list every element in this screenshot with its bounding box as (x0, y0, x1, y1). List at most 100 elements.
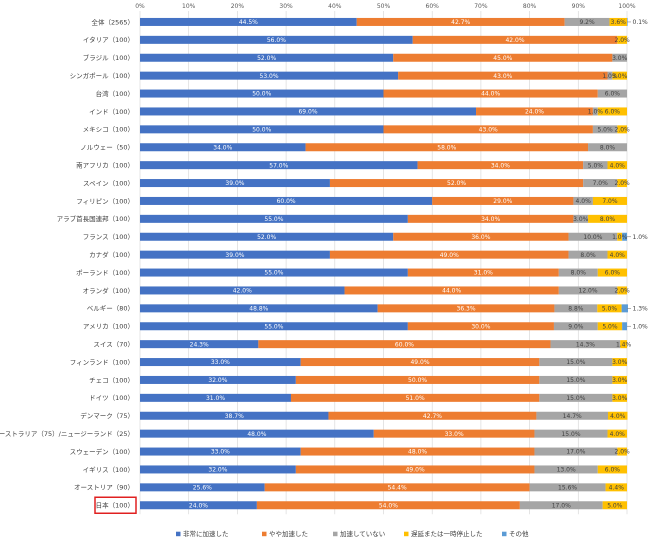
legend-swatch (176, 531, 181, 537)
data-label: 38.7% (225, 413, 244, 420)
data-label: 15.0% (566, 377, 585, 384)
data-label: 25.6% (193, 484, 212, 491)
bar-segment (583, 179, 618, 188)
data-label: 3.0% (612, 377, 628, 384)
data-labels: 44.5% 42.7% 9.2% 3.6% 56.0% 42.0% 2.0% 52.0% 45.… (189, 19, 632, 509)
bar-segment (140, 375, 296, 384)
category-label: ベルギー（80） (87, 305, 134, 313)
data-label: 34.0% (481, 216, 500, 223)
bar-segment (564, 17, 610, 26)
bar-segment (588, 214, 627, 223)
data-label: 8.0% (600, 144, 616, 151)
data-label: 32.0% (208, 467, 227, 474)
data-label: 43.0% (479, 126, 498, 133)
bar-segment (140, 501, 257, 510)
x-tick-label: 10% (182, 3, 196, 10)
bar-segment (568, 250, 608, 259)
bar-segment (140, 214, 408, 223)
category-label: カナダ（100） (89, 250, 134, 259)
bar-segment (305, 143, 589, 152)
bar-segment (329, 250, 569, 259)
bar-segment (140, 107, 477, 116)
bar-segment (383, 125, 593, 134)
bar-segment (609, 17, 627, 26)
legend-swatch (333, 531, 338, 537)
x-tick-label: 90% (572, 3, 586, 10)
category-label: オーストリア（90） (74, 484, 134, 492)
category-label: インド（100） (89, 108, 134, 116)
category-label: ドイツ（100） (89, 394, 134, 402)
bar-segment (344, 286, 559, 295)
data-label: 0.1% (633, 19, 649, 26)
data-label: 53.0% (260, 73, 279, 80)
bar-segment (534, 465, 598, 474)
bar-segment (550, 340, 621, 349)
data-label: 15.0% (566, 395, 585, 402)
data-label: 58.0% (437, 144, 456, 151)
data-label: 8.0% (600, 216, 616, 223)
data-label: 36.3% (457, 305, 476, 312)
category-label: イタリア（100） (83, 35, 134, 44)
bar-segment (264, 483, 530, 492)
bar-segment (140, 71, 399, 80)
data-label: 54.0% (379, 502, 398, 509)
data-label: 6.0% (605, 270, 621, 277)
bar-segment (592, 107, 598, 116)
data-label: 1.0% (588, 109, 604, 116)
data-label: 44.5% (239, 19, 258, 26)
bar-segment (612, 358, 627, 367)
bar-segment (612, 393, 627, 402)
bars (140, 17, 628, 510)
data-label: 55.0% (264, 216, 283, 223)
bar-segment (140, 447, 301, 456)
bar-segment (597, 89, 627, 98)
category-label: シンガポール（100） (70, 71, 134, 80)
data-label: 33.0% (445, 431, 464, 438)
data-label: 9.2% (579, 19, 595, 26)
data-label: 54.4% (388, 484, 407, 491)
data-label: 15.0% (561, 431, 580, 438)
data-label: 49.0% (406, 467, 425, 474)
data-label: 2.0% (615, 288, 631, 295)
bar-segment (140, 35, 413, 44)
bar-segment (597, 107, 627, 116)
bar-segment (534, 429, 608, 438)
data-label: 3.6% (611, 19, 627, 26)
bar-segment (612, 53, 627, 62)
data-label: 50.0% (408, 377, 427, 384)
bar-segment (258, 340, 551, 349)
bar-segment (140, 429, 374, 438)
bar-segment (558, 268, 598, 277)
bar-segment (140, 322, 408, 331)
category-label: オーストラリア（75）/ニュージーランド（25） (0, 430, 134, 438)
bar-segment (140, 411, 329, 420)
data-label: 6.0% (605, 91, 621, 98)
bar-segment (539, 393, 613, 402)
bar-segment (597, 322, 623, 331)
data-label: 1.0% (602, 73, 618, 80)
bar-segment (140, 143, 306, 152)
x-tick-label: 20% (231, 3, 245, 10)
category-label: スウェーデン（100） (70, 447, 134, 456)
category-label: メキシコ（100） (83, 126, 134, 134)
data-label: 36.0% (471, 234, 490, 241)
data-label: 4.0% (576, 198, 592, 205)
data-label: 12.0% (579, 288, 598, 295)
legend-label: 非常に加速した (183, 529, 229, 538)
data-label: 9.0% (568, 323, 584, 330)
data-label: 8.0% (571, 270, 587, 277)
data-label: 33.0% (211, 449, 230, 456)
data-label: 42.0% (505, 37, 524, 44)
data-label: 2.0% (615, 126, 631, 133)
x-tick-label: 0% (135, 3, 145, 10)
bar-segment (573, 214, 589, 223)
bar-segment (383, 89, 598, 98)
category-label: スペイン（100） (83, 179, 134, 187)
bar-segment (622, 322, 627, 331)
bar-segment (597, 304, 622, 313)
data-label: 43.0% (493, 73, 512, 80)
data-label: 14.7% (563, 413, 582, 420)
bar-segment (407, 268, 559, 277)
data-label: 13.0% (557, 467, 576, 474)
